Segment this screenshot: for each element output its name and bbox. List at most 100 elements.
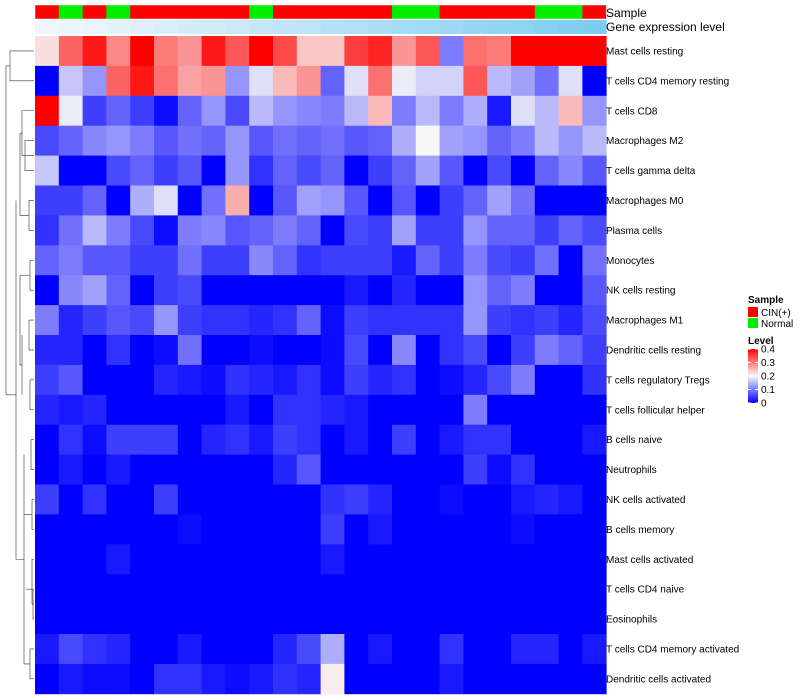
dendrogram-branch: [31, 499, 34, 530]
heatmap-cell: [273, 514, 298, 545]
heatmap-cell: [463, 514, 488, 545]
heatmap-cell: [534, 514, 559, 545]
heatmap-cell: [106, 155, 131, 186]
heatmap-cell: [511, 364, 536, 396]
heatmap-cell: [415, 634, 440, 665]
heatmap-cell: [392, 275, 417, 306]
heatmap-cell: [58, 155, 83, 186]
heatmap-cell: [82, 305, 107, 336]
heatmap-cell: [320, 125, 345, 156]
heatmap-cell: [392, 514, 417, 545]
heatmap-cell: [154, 155, 179, 186]
heatmap-cell: [415, 544, 440, 575]
heatmap-cell: [558, 514, 583, 545]
row-label-nk-cells-resting: NK cells resting: [606, 286, 675, 297]
heatmap-cell: [201, 484, 226, 515]
heatmap-cell: [58, 544, 83, 575]
heatmap-cell: [534, 185, 559, 216]
heatmap-cell: [130, 574, 155, 605]
dendrogram-branch: [19, 275, 22, 366]
row-label-t-cells-cd8: T cells CD8: [606, 106, 658, 117]
heatmap-cell: [487, 394, 512, 426]
heatmap-cell: [439, 394, 464, 426]
row-label-nk-cells-activated: NK cells activated: [606, 495, 685, 506]
sample-annotation-cell: [58, 5, 83, 19]
heatmap-cell: [463, 275, 488, 306]
legend-level-title: Level: [748, 336, 774, 347]
heatmap-cell: [273, 424, 298, 455]
heatmap-cell: [439, 514, 464, 545]
heatmap-cell: [534, 215, 559, 246]
heatmap-cell: [582, 424, 607, 455]
heatmap-cell: [35, 275, 60, 306]
gene-expression-cell: [344, 20, 369, 34]
heatmap-cell: [511, 185, 536, 216]
heatmap-cell: [82, 663, 107, 695]
heatmap-cell: [177, 544, 202, 575]
gene-expression-cell: [130, 20, 155, 34]
heatmap-cell: [368, 155, 393, 186]
dendrogram-branch: [28, 319, 34, 351]
sample-annotation-cell: [392, 5, 417, 19]
heatmap-cell: [392, 364, 417, 396]
heatmap-cell: [225, 65, 250, 97]
heatmap-cells: [35, 36, 607, 695]
heatmap-cell: [368, 305, 393, 336]
heatmap-cell: [487, 215, 512, 246]
heatmap-cell: [344, 215, 369, 246]
heatmap-cell: [154, 574, 179, 605]
legend-swatch-cin: [748, 307, 758, 317]
heatmap-cell: [392, 484, 417, 515]
gene-expression-cell: [320, 20, 345, 34]
heatmap-cell: [320, 155, 345, 186]
heatmap-cell: [392, 36, 417, 67]
heatmap-cell: [106, 394, 131, 426]
dendrogram-branch: [29, 648, 34, 680]
heatmap-cell: [201, 65, 226, 97]
heatmap-cell: [487, 305, 512, 336]
gene-expression-cell: [249, 20, 274, 34]
heatmap-cell: [154, 275, 179, 306]
heatmap-cell: [225, 215, 250, 246]
heatmap-cell: [296, 574, 321, 605]
heatmap-cell: [320, 245, 345, 276]
heatmap-cell: [273, 155, 298, 186]
heatmap-cell: [368, 185, 393, 216]
heatmap-cell: [344, 514, 369, 545]
heatmap-cell: [154, 454, 179, 485]
heatmap-cell: [154, 215, 179, 246]
heatmap-cell: [201, 215, 226, 246]
heatmap-cell: [534, 245, 559, 276]
heatmap-cell: [439, 424, 464, 455]
heatmap-cell: [154, 125, 179, 156]
heatmap-cell: [415, 335, 440, 366]
heatmap-cell: [106, 335, 131, 366]
heatmap-cell: [82, 185, 107, 216]
heatmap-cell: [249, 305, 274, 336]
heatmap-cell: [177, 335, 202, 366]
heatmap-cell: [225, 454, 250, 485]
gene-expression-cell: [82, 20, 107, 34]
heatmap-cell: [249, 514, 274, 545]
legend-tick-label: 0.4: [761, 345, 775, 356]
heatmap-cell: [368, 663, 393, 695]
heatmap-cell: [558, 454, 583, 485]
heatmap-cell: [249, 95, 274, 127]
sample-annotation-border: [34, 4, 607, 20]
heatmap-cell: [558, 394, 583, 426]
sample-annotation-label: Sample: [606, 6, 647, 20]
heatmap-cell: [273, 335, 298, 366]
heatmap-cell: [463, 215, 488, 246]
heatmap-cell: [58, 424, 83, 455]
heatmap-cell: [154, 604, 179, 635]
heatmap-cell: [582, 65, 607, 97]
heatmap-cell: [106, 185, 131, 216]
heatmap-cell: [368, 245, 393, 276]
heatmap-cell: [249, 125, 274, 156]
heatmap-cell: [415, 65, 440, 97]
heatmap-cell: [106, 514, 131, 545]
heatmap-cell: [368, 634, 393, 665]
heatmap-cell: [58, 185, 83, 216]
row-label-monocytes: Monocytes: [606, 256, 654, 267]
heatmap-cell: [487, 544, 512, 575]
